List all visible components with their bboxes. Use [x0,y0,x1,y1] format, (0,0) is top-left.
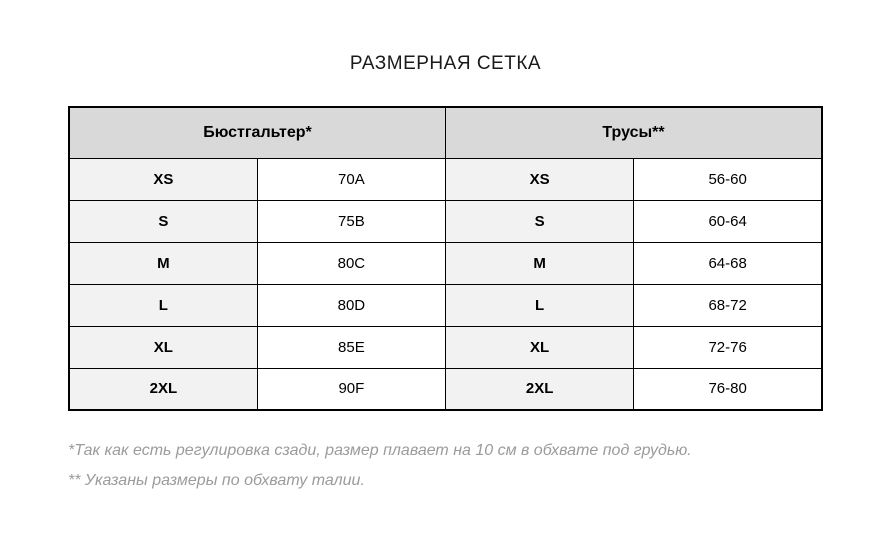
size-table-body: XS 70A XS 56-60 S 75B S 60-64 M 80C M 64… [68,157,823,411]
table-row: XS 70A XS 56-60 [68,157,823,201]
panty-value-cell: 72-76 [633,325,823,369]
bra-size-cell: 2XL [68,367,258,411]
table-row: L 80D L 68-72 [68,283,823,327]
table-header-panties: Трусы** [445,106,823,159]
bra-value-cell: 80C [256,241,447,285]
panty-size-cell: L [444,283,635,327]
panty-size-cell: XL [444,325,635,369]
table-row: S 75B S 60-64 [68,199,823,243]
bra-value-cell: 85E [256,325,447,369]
bra-size-cell: M [68,241,258,285]
bra-value-cell: 80D [256,283,447,327]
footnote-bra: *Так как есть регулировка сзади, размер … [68,442,692,459]
footnote-panties: ** Указаны размеры по обхвату талии. [68,472,365,489]
bra-size-cell: XS [68,157,258,201]
panty-value-cell: 68-72 [633,283,823,327]
table-row: XL 85E XL 72-76 [68,325,823,369]
header-row: Бюстгальтер* Трусы** [68,106,823,159]
panty-size-cell: S [444,199,635,243]
bra-value-cell: 90F [256,367,447,411]
table-row: 2XL 90F 2XL 76-80 [68,367,823,411]
page-title: РАЗМЕРНАЯ СЕТКА [349,53,542,74]
panty-size-cell: XS [444,157,635,201]
panty-value-cell: 56-60 [633,157,823,201]
panty-value-cell: 76-80 [633,367,823,411]
size-table: Бюстгальтер* Трусы** XS 70A XS 56-60 S 7… [68,106,823,411]
size-table-head: Бюстгальтер* Трусы** [68,106,823,159]
bra-size-cell: S [68,199,258,243]
panty-value-cell: 60-64 [633,199,823,243]
panty-size-cell: M [444,241,635,285]
footnotes-block: *Так как есть регулировка сзади, размер … [68,436,858,496]
bra-value-cell: 75B [256,199,447,243]
bra-value-cell: 70A [256,157,447,201]
table-row: M 80C M 64-68 [68,241,823,285]
panty-value-cell: 64-68 [633,241,823,285]
bra-size-cell: L [68,283,258,327]
table-header-bra: Бюстгальтер* [68,106,446,159]
panty-size-cell: 2XL [444,367,635,411]
bra-size-cell: XL [68,325,258,369]
